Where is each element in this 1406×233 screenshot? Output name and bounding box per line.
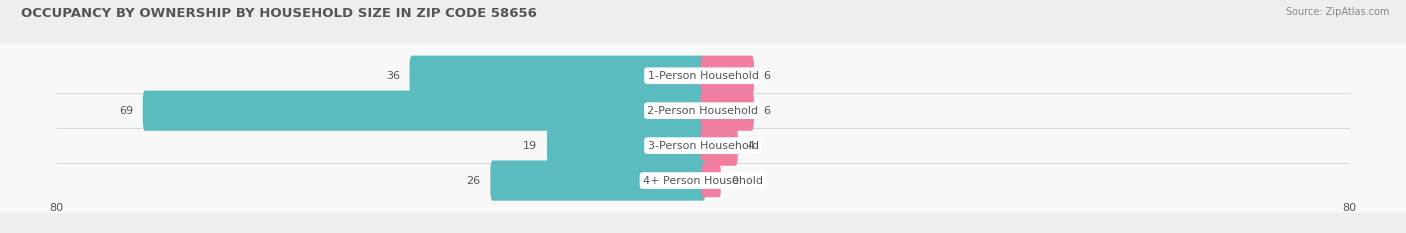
Text: 3-Person Household: 3-Person Household [648, 141, 758, 151]
FancyBboxPatch shape [702, 164, 721, 197]
Text: 0: 0 [731, 176, 738, 185]
FancyBboxPatch shape [700, 91, 754, 131]
FancyBboxPatch shape [700, 126, 738, 166]
Text: 26: 26 [467, 176, 481, 185]
FancyBboxPatch shape [0, 113, 1406, 178]
FancyBboxPatch shape [491, 161, 706, 201]
FancyBboxPatch shape [547, 126, 706, 166]
Text: 6: 6 [763, 71, 770, 81]
FancyBboxPatch shape [700, 56, 754, 96]
Text: OCCUPANCY BY OWNERSHIP BY HOUSEHOLD SIZE IN ZIP CODE 58656: OCCUPANCY BY OWNERSHIP BY HOUSEHOLD SIZE… [21, 7, 537, 20]
Text: 1-Person Household: 1-Person Household [648, 71, 758, 81]
FancyBboxPatch shape [0, 148, 1406, 213]
Text: 4: 4 [748, 141, 755, 151]
Text: 6: 6 [763, 106, 770, 116]
FancyBboxPatch shape [0, 78, 1406, 143]
Text: 4+ Person Household: 4+ Person Household [643, 176, 763, 185]
Text: 2-Person Household: 2-Person Household [647, 106, 759, 116]
Text: Source: ZipAtlas.com: Source: ZipAtlas.com [1285, 7, 1389, 17]
FancyBboxPatch shape [409, 56, 706, 96]
Text: 36: 36 [385, 71, 399, 81]
FancyBboxPatch shape [0, 43, 1406, 108]
Text: 19: 19 [523, 141, 537, 151]
FancyBboxPatch shape [143, 91, 706, 131]
Text: 69: 69 [120, 106, 134, 116]
